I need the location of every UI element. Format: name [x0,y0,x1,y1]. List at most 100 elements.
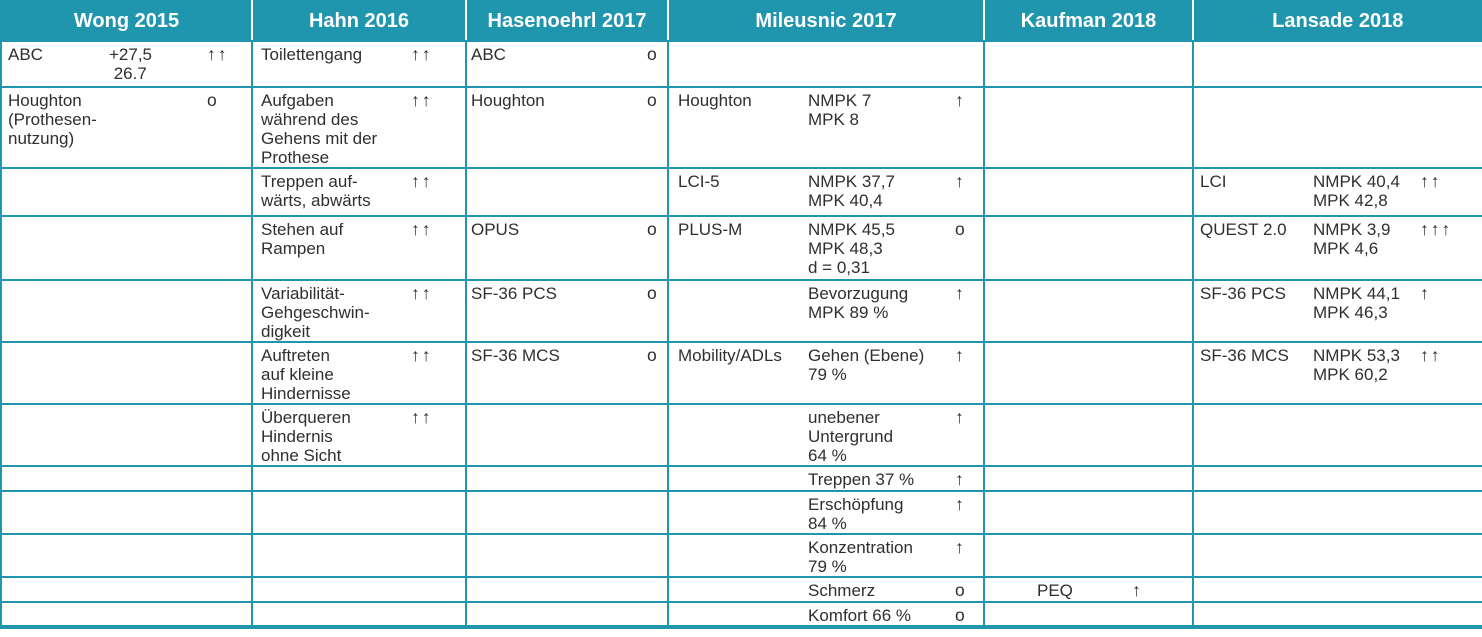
effect-symbol: ↑↑ [411,44,433,64]
effect-symbol: ↑↑ [411,283,433,303]
table-cell [465,490,669,535]
table-cell [983,403,1194,467]
instrument-name: Houghton (Prothesen- nutzung) [8,91,97,148]
result-value: Schmerz [808,581,876,600]
effect-symbol: ↑↑ [1420,171,1442,191]
effect-symbol: ↑↑ [411,171,433,191]
result-value: Treppen 37 % [808,470,915,489]
table-cell [983,533,1194,578]
table-cell: QUEST 2.0 NMPK 3,9 MPK 4,6 ↑↑↑ [1192,215,1482,281]
table-cell: Erschöpfung 84 % ↑ [667,490,985,535]
table-cell: PEQ ↑ [983,576,1194,603]
instrument-name: LCI [1200,172,1227,191]
table-cell [983,279,1194,343]
table-cell [983,341,1194,405]
result-value: Gehen (Ebene) 79 % [808,346,925,384]
table-row: Stehen auf Rampen ↑↑ OPUS o PLUS-M NMPK 45,5 … [0,215,1482,281]
table-cell: Mobility/ADLs Gehen (Ebene) 79 % ↑ [667,341,985,405]
table-row: Houghton (Prothesen- nutzung) o Aufgaben w… [0,86,1482,169]
table-cell [0,601,253,628]
instrument-name: ABC [8,45,43,64]
result-value: Erschöpfung 84 % [808,495,904,533]
instrument-name: Mobility/ADLs [678,346,782,365]
effect-symbol: ↑ [955,283,966,303]
effect-symbol: o [955,580,967,600]
table-cell: LCI NMPK 40,4 MPK 42,8 ↑↑ [1192,167,1482,217]
table-cell [251,601,467,628]
table-cell: PLUS-M NMPK 45,5 MPK 48,3 d = 0,31 o [667,215,985,281]
result-value: +27,5 26.7 [109,45,153,83]
table-cell [465,167,669,217]
result-value: unebener Untergrund 64 % [808,408,894,465]
table-cell [0,403,253,467]
table-cell [0,167,253,217]
table-cell [0,490,253,535]
table-cell [983,601,1194,628]
table-cell [983,465,1194,492]
table-row: Variabilität- Gehgeschwin- digkeit ↑↑ SF-3… [0,279,1482,343]
table-cell [1192,403,1482,467]
table-row: Auftreten auf kleine Hindernisse ↑↑ SF-36 … [0,341,1482,405]
table-row: Komfort 66 % o [0,601,1482,628]
column-header: Lansade 2018 [1193,0,1482,42]
table-cell [1192,576,1482,603]
table-cell [1192,533,1482,578]
table-cell: ABC o [465,40,669,88]
table-cell: Stehen auf Rampen ↑↑ [251,215,467,281]
instrument-name: Auftreten auf kleine Hindernisse [261,346,351,403]
column-header: Hasenoehrl 2017 [466,0,669,42]
effect-symbol: ↑ [955,407,966,427]
effect-symbol: o [647,44,659,64]
effect-symbol: ↑ [955,90,966,110]
table-cell [1192,490,1482,535]
effect-symbol: o [647,219,659,239]
table-cell [251,533,467,578]
result-value: Bevorzugung MPK 89 % [808,284,909,322]
table-cell: Aufgaben während des Gehens mit der Prot… [251,86,467,169]
instrument-name: Variabilität- Gehgeschwin- digkeit [261,284,370,341]
table-cell [251,465,467,492]
table-cell: Houghton (Prothesen- nutzung) o [0,86,253,169]
instrument-name: LCI-5 [678,172,720,191]
effect-symbol: ↑↑ [411,219,433,239]
effect-symbol: o [955,605,967,625]
effect-symbol: o [955,219,967,239]
result-value: Konzentration 79 % [808,538,913,576]
column-header: Hahn 2016 [252,0,467,42]
table-cell: Schmerz o [667,576,985,603]
effect-symbol: ↑↑ [411,345,433,365]
column-header: Kaufman 2018 [984,0,1194,42]
instrument-name: SF-36 PCS [471,284,557,303]
table-row: Erschöpfung 84 % ↑ [0,490,1482,535]
effect-symbol: ↑↑↑ [1420,219,1453,239]
table-cell [983,86,1194,169]
table-cell [0,215,253,281]
table-cell [465,403,669,467]
result-value: NMPK 3,9 MPK 4,6 [1313,220,1391,258]
table-cell [0,465,253,492]
instrument-name: Überqueren Hindernis ohne Sicht [261,408,351,465]
effect-symbol: ↑↑ [207,44,229,64]
effect-symbol: ↑↑ [1420,345,1442,365]
result-value: NMPK 40,4 MPK 42,8 [1313,172,1400,210]
table-cell [983,215,1194,281]
effect-symbol: ↑ [1132,580,1143,600]
effect-symbol: ↑ [955,345,966,365]
table-cell: SF-36 MCS NMPK 53,3 MPK 60,2 ↑↑ [1192,341,1482,405]
instrument-name: Treppen auf- wärts, abwärts [261,172,371,210]
table-cell: Houghton o [465,86,669,169]
table-cell [465,601,669,628]
column-header: Mileusnic 2017 [668,0,985,42]
table-row: Schmerz o PEQ ↑ [0,576,1482,603]
table-cell: Toilettengang ↑↑ [251,40,467,88]
table-cell [1192,465,1482,492]
table-cell [251,490,467,535]
table-cell [0,576,253,603]
table-cell: Treppen 37 % ↑ [667,465,985,492]
effect-symbol: o [647,283,659,303]
instrument-name: SF-36 MCS [471,346,560,365]
table-cell [465,465,669,492]
effect-symbol: ↑ [955,494,966,514]
result-value: NMPK 45,5 MPK 48,3 d = 0,31 [808,220,895,277]
